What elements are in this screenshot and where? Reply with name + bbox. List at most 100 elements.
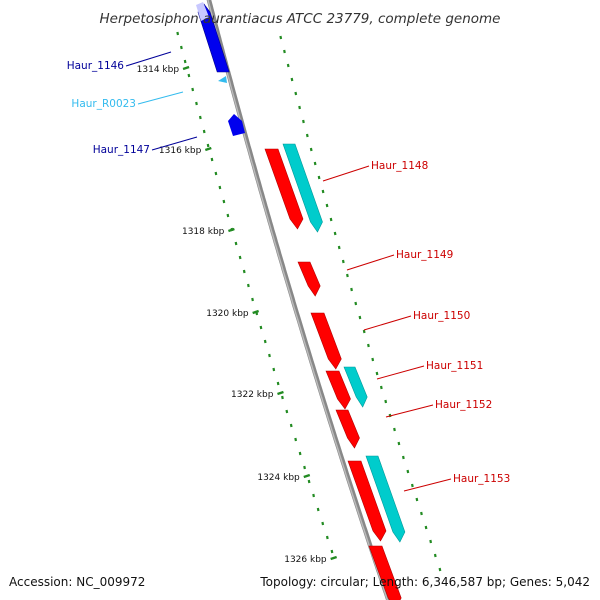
leader-line — [125, 51, 172, 67]
label-layer: Haur_1146 Haur_R0023 Haur_1147 Haur_1148 Hau… — [67, 51, 510, 492]
outer-dotted-ring — [371, 357, 375, 362]
inner-dotted-ring — [198, 115, 202, 120]
scale-label: 1320 kbp — [206, 309, 249, 319]
gene-haur-1148 — [264, 148, 304, 230]
outer-dotted-ring — [410, 483, 414, 488]
inner-dotted-ring — [234, 241, 238, 246]
gene-label: Haur_1149 — [396, 249, 453, 261]
outer-dotted-ring — [415, 497, 419, 502]
major-tick — [228, 227, 235, 233]
outer-dotted-ring — [294, 91, 298, 96]
inner-dotted-ring — [294, 437, 298, 442]
outer-dotted-ring — [420, 511, 423, 516]
gene-haur-1147 — [228, 114, 245, 136]
inner-dotted-ring — [210, 157, 214, 162]
inner-dotted-ring — [307, 479, 311, 484]
major-tick — [252, 309, 260, 315]
outer-dotted-ring — [346, 273, 349, 278]
backbone-highlight — [207, 0, 389, 600]
gene-label: Haur_1152 — [435, 399, 492, 411]
outer-dotted-ring — [321, 189, 325, 194]
gene-label: Haur_1150 — [413, 310, 470, 322]
inner-dotted-ring — [268, 353, 271, 358]
gene-haur-1150 — [310, 312, 342, 370]
leader-line — [346, 254, 395, 271]
gene-label: Haur_R0023 — [71, 98, 136, 110]
gene-haur-1146-tail — [196, 2, 209, 21]
leader-line — [403, 478, 452, 492]
gene-label: Haur_1148 — [371, 160, 428, 172]
outer-dotted-ring — [317, 175, 321, 180]
inner-dotted-ring — [187, 73, 191, 78]
outer-dotted-ring — [309, 147, 313, 152]
outer-dotted-ring — [333, 231, 337, 236]
inner-dotted-ring — [289, 423, 293, 428]
outer-dotted-ring — [424, 525, 428, 530]
gene-next — [368, 545, 402, 600]
map-title: Herpetosiphon aurantiacus ATCC 23779, co… — [100, 11, 501, 27]
gene-haur-1153 — [347, 460, 387, 542]
outer-dotted-ring — [283, 49, 286, 54]
inner-dotted-ring — [321, 521, 325, 526]
scale-label: 1318 kbp — [182, 227, 225, 237]
scale-label: 1324 kbp — [257, 473, 300, 483]
scale-label: 1316 kbp — [159, 146, 202, 156]
scale-label: 1322 kbp — [231, 390, 274, 400]
tick-layer: 1314 kbp 1316 kbp 1318 kbp 1320 kbp 1322 kbp… — [137, 31, 442, 572]
leader-line — [376, 365, 425, 380]
accession-text: Accession: NC_009972 — [9, 575, 145, 589]
outer-dotted-ring — [358, 315, 362, 320]
outer-dotted-ring — [286, 63, 290, 68]
inner-dotted-ring — [259, 325, 263, 330]
gene-haur-r0023 — [218, 76, 227, 83]
genome-summary-text: Topology: circular; Length: 6,346,587 bp… — [259, 575, 590, 589]
outer-dotted-ring — [302, 119, 305, 124]
inner-dotted-ring — [276, 381, 280, 386]
inner-dotted-ring — [242, 269, 246, 274]
outer-dotted-ring — [290, 77, 294, 82]
inner-dotted-ring — [226, 213, 230, 218]
gene-haur-1153-overlay — [365, 455, 406, 543]
outer-dotted-ring — [429, 539, 433, 544]
leader-line — [137, 91, 184, 105]
gene-label: Haur_1147 — [93, 144, 150, 156]
outer-dotted-ring — [298, 105, 301, 110]
gene-haur-1149 — [297, 261, 321, 297]
gene-label: Haur_1153 — [453, 473, 510, 485]
inner-dotted-ring — [312, 493, 315, 498]
inner-dotted-ring — [191, 87, 195, 92]
inner-dotted-ring — [285, 409, 289, 414]
inner-dotted-ring — [316, 507, 320, 512]
gene-haur-1151-overlay — [343, 366, 368, 408]
outer-dotted-ring — [393, 427, 396, 432]
outer-dotted-ring — [433, 553, 437, 558]
inner-dotted-ring — [298, 451, 302, 456]
inner-dotted-ring — [325, 535, 329, 540]
inner-dotted-ring — [238, 255, 242, 260]
leader-line — [385, 404, 434, 418]
inner-dotted-ring — [263, 339, 267, 344]
outer-dotted-ring — [279, 35, 283, 40]
outer-dotted-ring — [438, 567, 442, 572]
gene-label: Haur_1151 — [426, 360, 483, 372]
outer-dotted-ring — [313, 161, 317, 166]
scale-label: 1326 kbp — [284, 555, 327, 565]
outer-dotted-ring — [329, 217, 333, 222]
major-tick — [204, 146, 212, 152]
outer-dotted-ring — [305, 133, 309, 138]
gene-haur-1148-overlay — [282, 143, 323, 233]
gene-haur-1152 — [335, 409, 360, 449]
outer-dotted-ring — [384, 399, 388, 404]
major-tick — [277, 390, 284, 396]
leader-line — [151, 136, 198, 151]
outer-dotted-ring — [325, 203, 329, 208]
outer-dotted-ring — [406, 469, 410, 474]
outer-dotted-ring — [397, 441, 401, 446]
inner-dotted-ring — [195, 101, 198, 106]
inner-dotted-ring — [183, 59, 187, 64]
outer-dotted-ring — [337, 245, 341, 250]
inner-dotted-ring — [206, 143, 210, 148]
leader-line — [322, 165, 370, 182]
backbone-line — [206, 0, 391, 600]
major-tick — [182, 65, 190, 71]
